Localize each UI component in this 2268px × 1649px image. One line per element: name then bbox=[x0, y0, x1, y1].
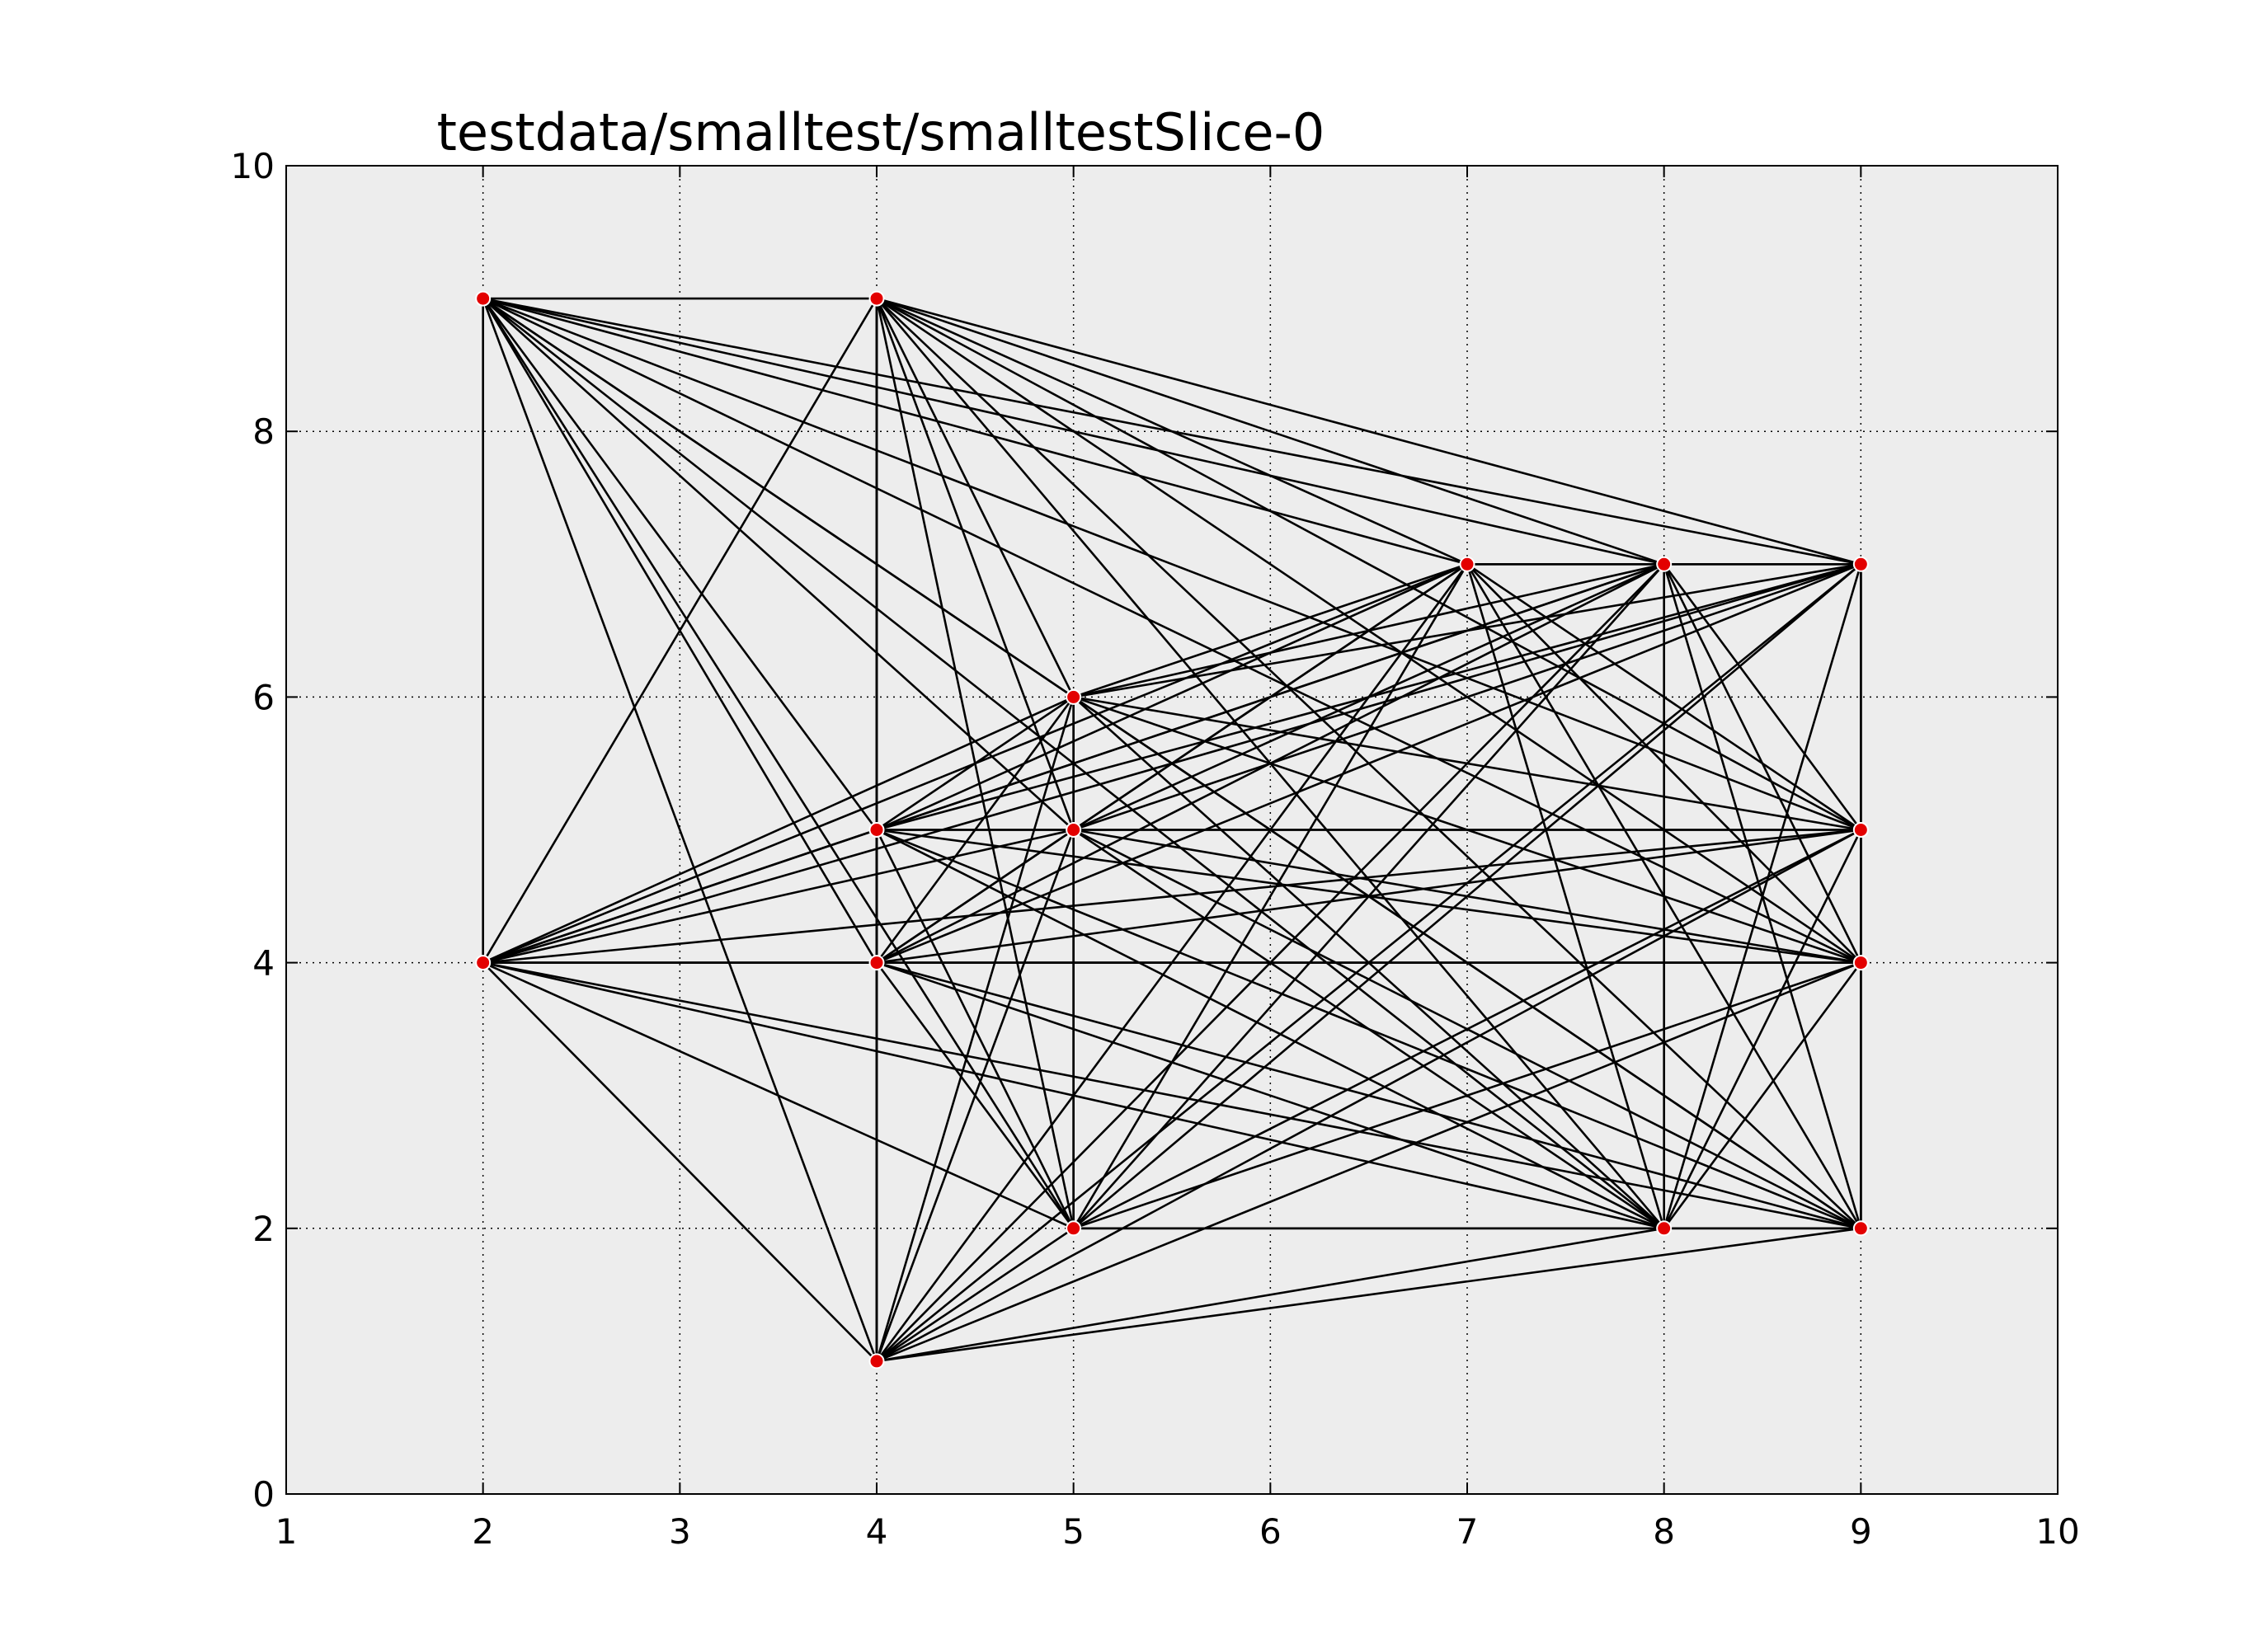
data-point bbox=[1852, 955, 1869, 971]
edge-line bbox=[1072, 562, 1862, 698]
y-tick-label: 8 bbox=[252, 411, 275, 452]
edge-lines bbox=[482, 297, 1862, 1363]
edge-line bbox=[1072, 696, 1862, 831]
x-tick-label: 3 bbox=[669, 1511, 691, 1552]
edge-line bbox=[875, 829, 1075, 1230]
data-point bbox=[1066, 1220, 1082, 1237]
x-tick-label: 1 bbox=[275, 1511, 298, 1552]
edge-line bbox=[875, 829, 1075, 964]
x-tick-label: 5 bbox=[1062, 1511, 1085, 1552]
data-point bbox=[868, 822, 885, 838]
edge-line bbox=[482, 297, 1862, 831]
y-tick-label: 0 bbox=[252, 1474, 275, 1515]
edge-line bbox=[1072, 562, 1665, 698]
data-point bbox=[868, 290, 885, 307]
edge-line bbox=[482, 829, 1075, 964]
edge-line bbox=[1072, 961, 1862, 1230]
x-tick-label: 10 bbox=[2035, 1511, 2079, 1552]
edge-line bbox=[875, 1227, 1862, 1363]
x-tick-label: 7 bbox=[1456, 1511, 1479, 1552]
plot-frame bbox=[285, 165, 2059, 1495]
edge-line bbox=[482, 297, 1469, 566]
edge-line bbox=[875, 696, 1075, 831]
edge-line bbox=[875, 961, 1862, 1363]
data-point bbox=[868, 955, 885, 971]
edge-line bbox=[482, 961, 878, 1363]
edge-line bbox=[875, 961, 1075, 1230]
data-point bbox=[1459, 556, 1475, 572]
edge-line bbox=[875, 829, 1665, 1230]
x-tick-label: 9 bbox=[1850, 1511, 1872, 1552]
data-point bbox=[475, 955, 492, 971]
x-tick-label: 2 bbox=[472, 1511, 494, 1552]
data-point bbox=[1066, 822, 1082, 838]
edge-line bbox=[1072, 562, 1469, 1230]
edge-line bbox=[875, 297, 1469, 566]
edge-line bbox=[1072, 829, 1862, 964]
edge-line bbox=[1663, 961, 1862, 1230]
data-point bbox=[868, 1353, 885, 1369]
data-point bbox=[1656, 556, 1673, 572]
edge-line bbox=[1072, 562, 1469, 698]
edge-line bbox=[875, 961, 1665, 1230]
edge-line bbox=[875, 297, 1665, 566]
axis-ticks: 1 2 3 4 5 6 7 8 9 10 0 2 4 6 8 10 bbox=[231, 146, 2080, 1552]
edge-line bbox=[1072, 829, 1862, 1230]
edge-line bbox=[1663, 829, 1862, 1230]
edge-line bbox=[482, 829, 1862, 964]
edge-line bbox=[482, 961, 1862, 1230]
x-tick-label: 4 bbox=[866, 1511, 888, 1552]
data-point bbox=[1066, 688, 1082, 705]
data-point bbox=[1852, 556, 1869, 572]
edge-line bbox=[482, 961, 1665, 1230]
edge-line bbox=[875, 562, 1862, 831]
data-point bbox=[475, 290, 492, 307]
edge-line bbox=[875, 1227, 1075, 1363]
data-point bbox=[1852, 1220, 1869, 1237]
edge-line bbox=[482, 696, 1075, 964]
y-tick-label: 10 bbox=[231, 146, 275, 186]
edge-line bbox=[482, 297, 878, 964]
edge-line bbox=[482, 961, 1075, 1230]
edge-line bbox=[875, 829, 1862, 964]
edge-line bbox=[1466, 562, 1665, 1230]
x-tick-label: 6 bbox=[1259, 1511, 1282, 1552]
chart-title: testdata/smalltest/smalltestSlice-0 bbox=[437, 102, 1325, 162]
edge-line bbox=[875, 297, 1075, 698]
edge-line bbox=[482, 297, 878, 1363]
edge-line bbox=[875, 297, 1862, 831]
data-point bbox=[1852, 822, 1869, 838]
data-points bbox=[475, 290, 1869, 1369]
y-tick-label: 4 bbox=[252, 943, 275, 984]
y-tick-label: 2 bbox=[252, 1209, 275, 1249]
y-tick-label: 6 bbox=[252, 677, 275, 717]
edge-line bbox=[875, 562, 1469, 831]
edge-line bbox=[482, 297, 878, 831]
edge-line bbox=[875, 297, 1862, 566]
x-tick-label: 8 bbox=[1653, 1511, 1675, 1552]
edge-line bbox=[875, 1227, 1665, 1363]
edge-line bbox=[482, 829, 878, 964]
data-point bbox=[1656, 1220, 1673, 1237]
